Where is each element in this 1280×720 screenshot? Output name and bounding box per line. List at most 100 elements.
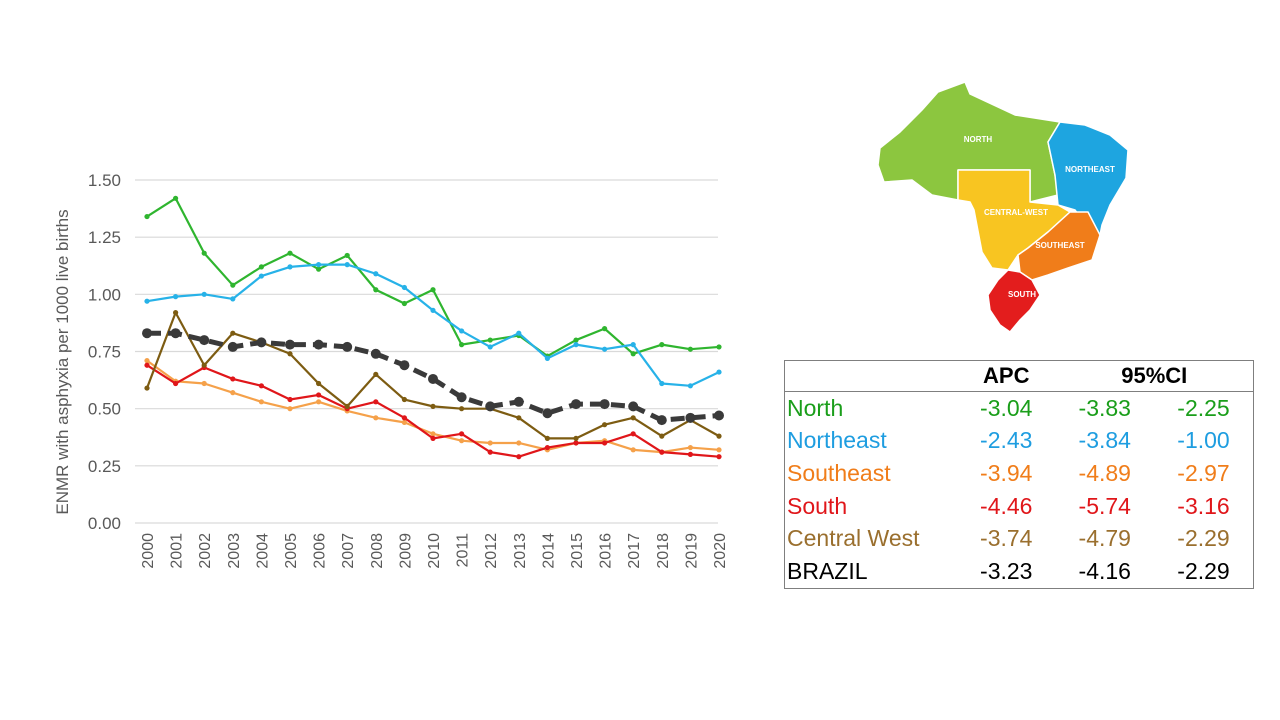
data-point [401,396,407,403]
data-point [716,369,722,375]
data-point [659,449,665,455]
data-point [487,344,493,350]
data-point [573,337,579,343]
table-header-ci: 95%CI [1055,360,1254,392]
data-point [430,287,436,293]
data-point [201,250,207,256]
x-tick-label: 2000 [140,533,157,569]
y-axis-label: ENMR with asphyxia per 1000 live births [53,209,72,514]
data-point [173,195,179,201]
table-header-row: APC 95%CI [784,360,1254,392]
data-point [313,339,324,350]
data-point [401,419,407,425]
x-tick-label: 2002 [197,533,214,569]
data-point [316,262,322,268]
data-point [258,383,264,389]
y-tick-label: 0.50 [88,400,121,419]
y-tick-label: 1.50 [88,171,121,190]
x-tick-label: 2010 [426,533,443,569]
data-point [316,392,322,398]
ci-low-cell: -4.79 [1078,525,1131,552]
ci-high-cell: -1.00 [1177,427,1230,454]
x-tick-label: 2003 [226,533,243,569]
data-point [516,415,522,421]
region-cell: Central West [787,525,920,552]
data-point [716,433,722,439]
data-point [430,403,436,409]
data-point [170,328,181,339]
data-point [344,252,350,259]
x-tick-label: 2004 [254,533,271,569]
data-point [456,392,467,403]
data-point [144,385,150,391]
map-label-south: SOUTH [1008,290,1036,299]
apc-cell: -3.23 [980,557,1033,584]
data-point [373,415,379,421]
table-row: Southeast -3.94 -4.89 -2.97 [785,457,1254,490]
data-point [630,415,636,421]
data-point [659,380,665,387]
data-point [142,328,152,339]
table-row: Northeast -2.43 -3.84 -1.00 [785,425,1254,458]
region-cell: BRAZIL [787,557,868,584]
table-header-apc: APC [957,360,1056,392]
data-point [573,435,579,441]
data-point [401,284,407,291]
data-point [201,380,207,387]
data-point [373,271,379,277]
data-point [544,444,551,451]
data-point [144,213,150,220]
data-point [373,371,379,377]
apc-cell: -3.94 [980,459,1033,486]
data-point [428,373,438,384]
apc-cell: -2.43 [980,427,1033,454]
table-row: North -3.04 -3.83 -2.25 [785,392,1254,425]
x-tick-label: 2013 [512,533,529,569]
series-northeast [144,262,722,389]
data-point [459,342,465,348]
y-tick-label: 0.75 [88,343,121,362]
data-point [630,342,636,348]
data-point [430,307,436,313]
data-point [628,401,639,412]
y-tick-label: 0.25 [88,457,121,476]
data-point [630,351,636,357]
apc-cell: -3.74 [980,525,1033,552]
data-point [199,335,210,346]
ci-high-cell: -2.97 [1177,459,1230,486]
y-tick-label: 0.00 [88,514,121,533]
x-tick-label: 2008 [369,533,386,569]
data-point [401,300,407,307]
x-tick-label: 2016 [598,533,615,569]
data-point [230,330,236,336]
data-point [630,447,636,453]
data-point [659,342,665,348]
data-point [370,348,381,359]
data-point [459,328,465,334]
apc-table: APC 95%CI North -3.04 -3.83 -2.25 Northeast -… [784,360,1254,589]
x-tick-label: 2011 [455,533,472,568]
data-point [399,360,410,371]
data-point [227,341,238,352]
data-point [344,262,350,268]
x-tick-label: 2015 [569,533,586,569]
apc-cell: -3.04 [980,394,1033,421]
x-tick-labels: 2000 2001 2002 2003 2004 2005 2006 2007 2008 2009… [140,533,729,569]
chart-series [142,195,724,460]
data-point [687,346,694,352]
y-tick-label: 1.00 [88,285,121,304]
data-point [685,412,696,423]
data-point [230,390,236,396]
data-point [656,415,667,426]
data-point [687,444,694,451]
data-point [687,451,694,457]
data-point [513,396,524,407]
x-tick-label: 2019 [683,533,700,569]
x-tick-label: 2012 [483,533,500,569]
y-tick-labels: 0.00 0.25 0.50 0.75 1.00 1.25 1.50 [88,171,121,533]
data-point [373,399,379,405]
ci-low-cell: -3.83 [1078,394,1131,421]
table-header-region [784,360,957,392]
table-row: BRAZIL -3.23 -4.16 -2.29 [785,555,1254,588]
data-point [201,291,207,297]
